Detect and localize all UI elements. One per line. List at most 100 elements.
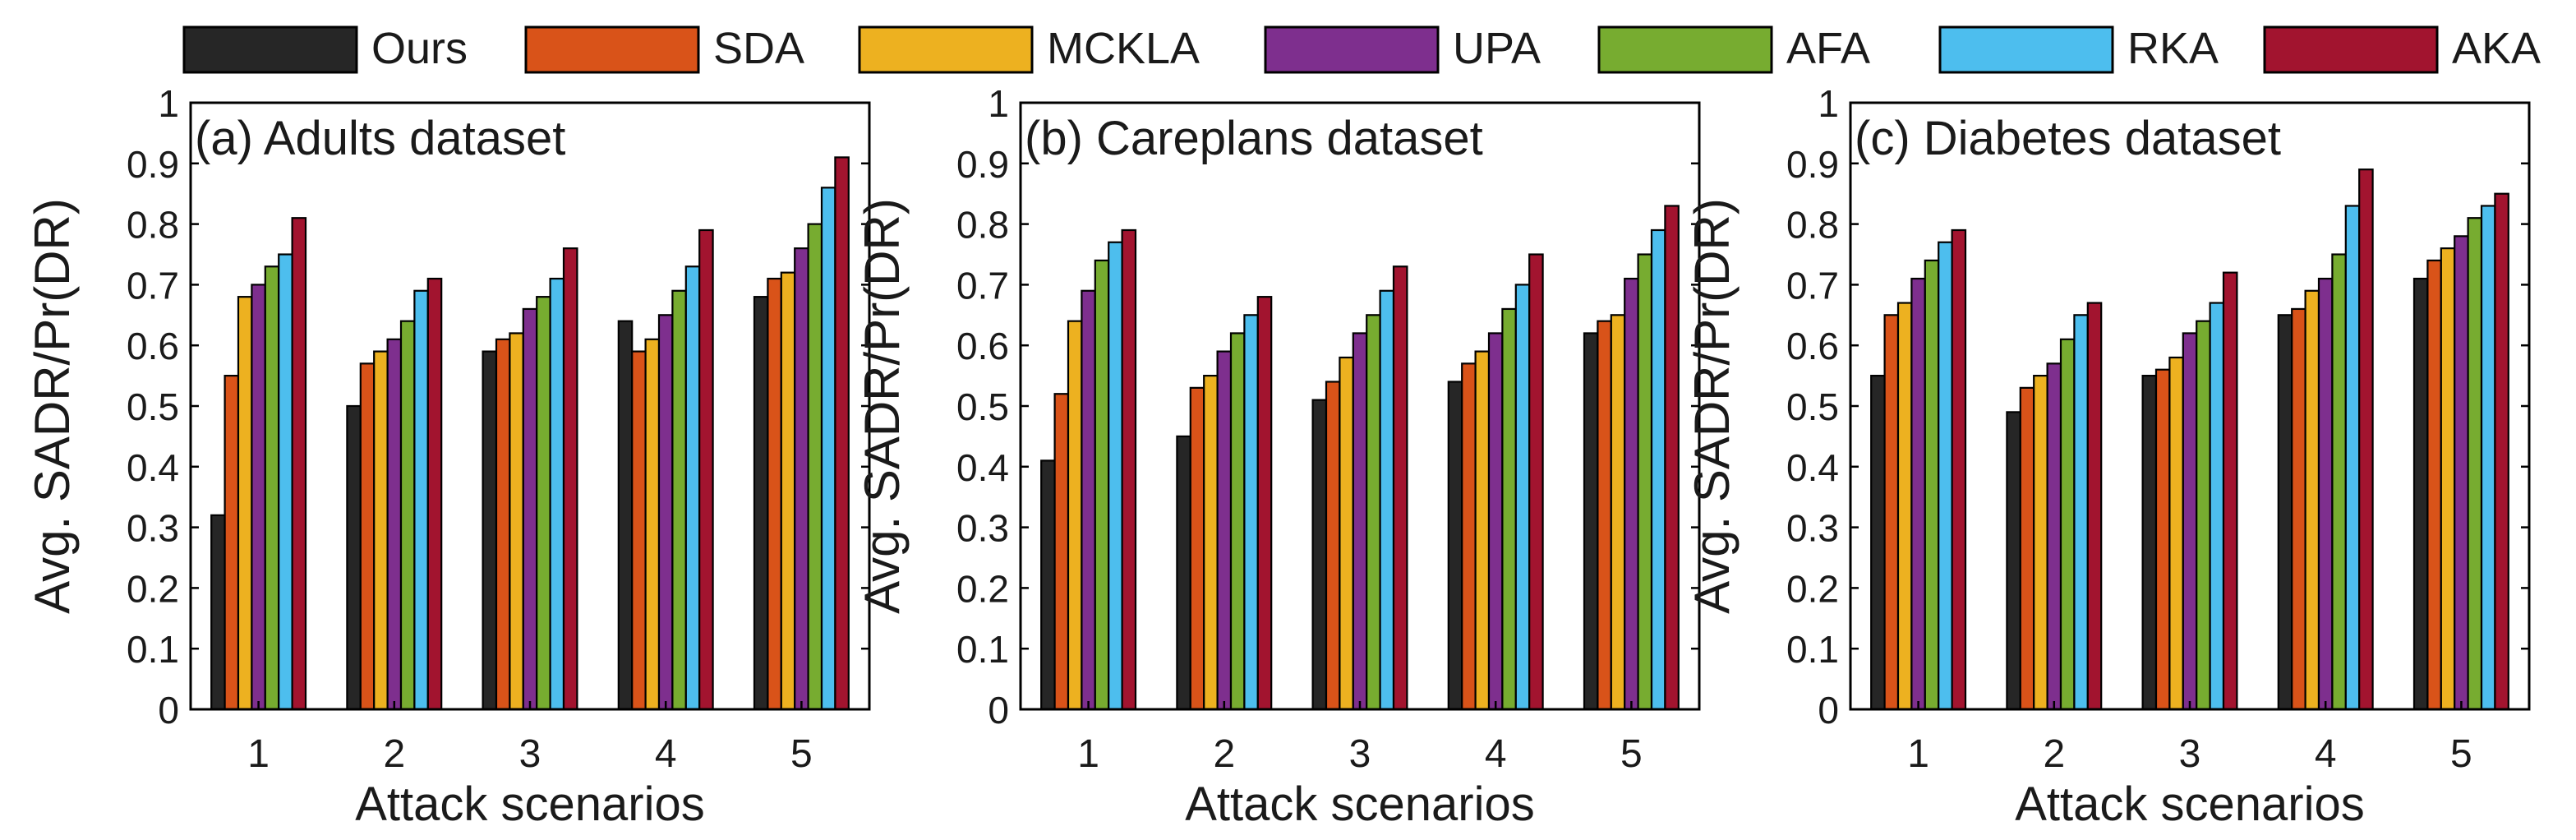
legend-swatch: [182, 25, 358, 74]
chart-panels: 0 0.1 0.2 0.3 0.4 0.5 0.6 0.7 0.8 0.9 1 1 2 3 4 5 Attack…: [25, 82, 2531, 831]
x-tick-label: 1: [247, 732, 270, 776]
bar-aka-scenario-5: [2494, 192, 2509, 711]
bar-upa-scenario-4: [657, 314, 674, 711]
bar-afa-scenario-4: [2331, 253, 2347, 711]
bar-mckla-scenario-1: [1067, 320, 1083, 711]
x-tick-label: 4: [2315, 732, 2337, 776]
bar-afa-scenario-1: [1924, 259, 1940, 711]
bar-aka-scenario-3: [2222, 271, 2238, 711]
bar-afa-scenario-4: [1501, 307, 1517, 711]
bar-aka-scenario-4: [1528, 253, 1544, 711]
y-tick-label: 0.6: [127, 325, 179, 367]
x-axis-label: Attack scenarios: [355, 778, 705, 831]
y-tick-label: 0.3: [127, 507, 179, 550]
y-tick-label: 0.8: [127, 204, 179, 247]
bar-mckla-scenario-1: [1896, 302, 1913, 711]
bar-ours-scenario-4: [617, 320, 634, 711]
legend-swatch: [1597, 25, 1773, 74]
bar-afa-scenario-2: [1229, 332, 1246, 711]
bar-upa-scenario-2: [386, 338, 403, 711]
bar-afa-scenario-4: [671, 289, 687, 711]
bar-mckla-scenario-1: [237, 296, 253, 711]
y-tick-label: 0.8: [1786, 204, 1839, 247]
bar-rka-scenario-5: [820, 187, 836, 711]
x-tick-label: 3: [1349, 732, 1371, 776]
bar-sda-scenario-4: [631, 350, 647, 711]
bar-sda-scenario-2: [1189, 386, 1205, 711]
bar-ours-scenario-2: [2006, 411, 2021, 711]
bar-ours-scenario-3: [2141, 375, 2158, 711]
bar-aka-scenario-4: [2358, 168, 2374, 711]
bar-sda-scenario-2: [2019, 386, 2035, 711]
x-axis-label: Attack scenarios: [1185, 778, 1535, 831]
bar-mckla-scenario-3: [2168, 356, 2184, 711]
bar-rka-scenario-5: [1650, 228, 1666, 711]
bar-upa-scenario-3: [1352, 332, 1368, 711]
x-tick-label: 5: [1620, 732, 1643, 776]
bar-aka-scenario-3: [1392, 265, 1408, 711]
bar-mckla-scenario-4: [1474, 350, 1491, 711]
bar-mckla-scenario-5: [2440, 247, 2456, 711]
legend-item-ours: Ours: [182, 24, 468, 74]
bar-sda-scenario-1: [223, 375, 240, 711]
legend-item-afa: AFA: [1597, 24, 1870, 74]
bar-sda-scenario-5: [767, 277, 782, 711]
legend-item-upa: UPA: [1264, 24, 1541, 74]
bar-upa-scenario-5: [2454, 235, 2469, 711]
bar-aka-scenario-4: [698, 228, 714, 711]
bar-aka-scenario-2: [2086, 302, 2103, 711]
y-tick-label: 0.9: [1786, 143, 1839, 186]
bar-sda-scenario-3: [495, 338, 511, 711]
bar-sda-scenario-5: [2426, 259, 2442, 711]
y-tick-label: 0.7: [956, 264, 1009, 307]
y-axis-label: Avg. SADR/Pr(DR): [1684, 198, 1740, 614]
bar-sda-scenario-4: [1461, 362, 1477, 711]
bar-rka-scenario-4: [1514, 284, 1531, 711]
bar-mckla-scenario-2: [2033, 375, 2048, 711]
legend-label: Ours: [371, 24, 468, 73]
bar-aka-scenario-2: [426, 277, 443, 711]
y-tick-label: 0.7: [1786, 264, 1839, 307]
x-tick-label: 4: [1485, 732, 1507, 776]
legend-label: AKA: [2452, 24, 2541, 73]
y-tick-label: 0.9: [956, 143, 1009, 186]
x-tick-label: 2: [2043, 732, 2065, 776]
bar-mckla-scenario-4: [644, 338, 661, 711]
y-tick-label: 0.5: [1786, 385, 1839, 428]
bar-mckla-scenario-3: [509, 332, 524, 711]
bar-mckla-scenario-3: [1339, 356, 1354, 711]
bar-upa-scenario-4: [1487, 332, 1504, 711]
bar-sda-scenario-3: [2154, 368, 2171, 711]
y-tick-label: 0.1: [956, 628, 1009, 671]
bar-rka-scenario-4: [684, 265, 701, 711]
y-tick-label: 0.4: [127, 446, 179, 489]
bar-ours-scenario-5: [1583, 332, 1599, 711]
bar-afa-scenario-1: [1094, 259, 1110, 711]
bar-mckla-scenario-5: [1610, 314, 1626, 711]
bar-mckla-scenario-2: [373, 350, 389, 711]
bar-sda-scenario-5: [1597, 320, 1612, 711]
legend-label: SDA: [713, 24, 804, 73]
x-tick-label: 3: [2179, 732, 2201, 776]
legend-swatch: [858, 25, 1034, 74]
bar-sda-scenario-4: [2291, 307, 2306, 711]
bar-rka-scenario-4: [2344, 205, 2361, 711]
legend-label: UPA: [1453, 24, 1541, 73]
legend-item-mckla: MCKLA: [858, 24, 1200, 74]
y-tick-label: 0.7: [127, 264, 179, 307]
bar-rka-scenario-1: [1938, 241, 1953, 711]
bar-afa-scenario-3: [2196, 320, 2211, 711]
y-tick-label: 0: [158, 689, 179, 732]
bar-upa-scenario-1: [1910, 277, 1926, 711]
bar-upa-scenario-5: [794, 247, 809, 711]
bar-rka-scenario-3: [2209, 302, 2225, 711]
bar-aka-scenario-1: [291, 217, 307, 711]
bar-aka-scenario-1: [1951, 228, 1967, 711]
y-tick-label: 0.9: [127, 143, 179, 186]
bar-ours-scenario-1: [210, 514, 226, 711]
bar-afa-scenario-2: [399, 320, 416, 711]
legend-swatch: [524, 25, 700, 74]
bar-mckla-scenario-5: [780, 271, 796, 711]
bar-aka-scenario-3: [562, 247, 578, 711]
